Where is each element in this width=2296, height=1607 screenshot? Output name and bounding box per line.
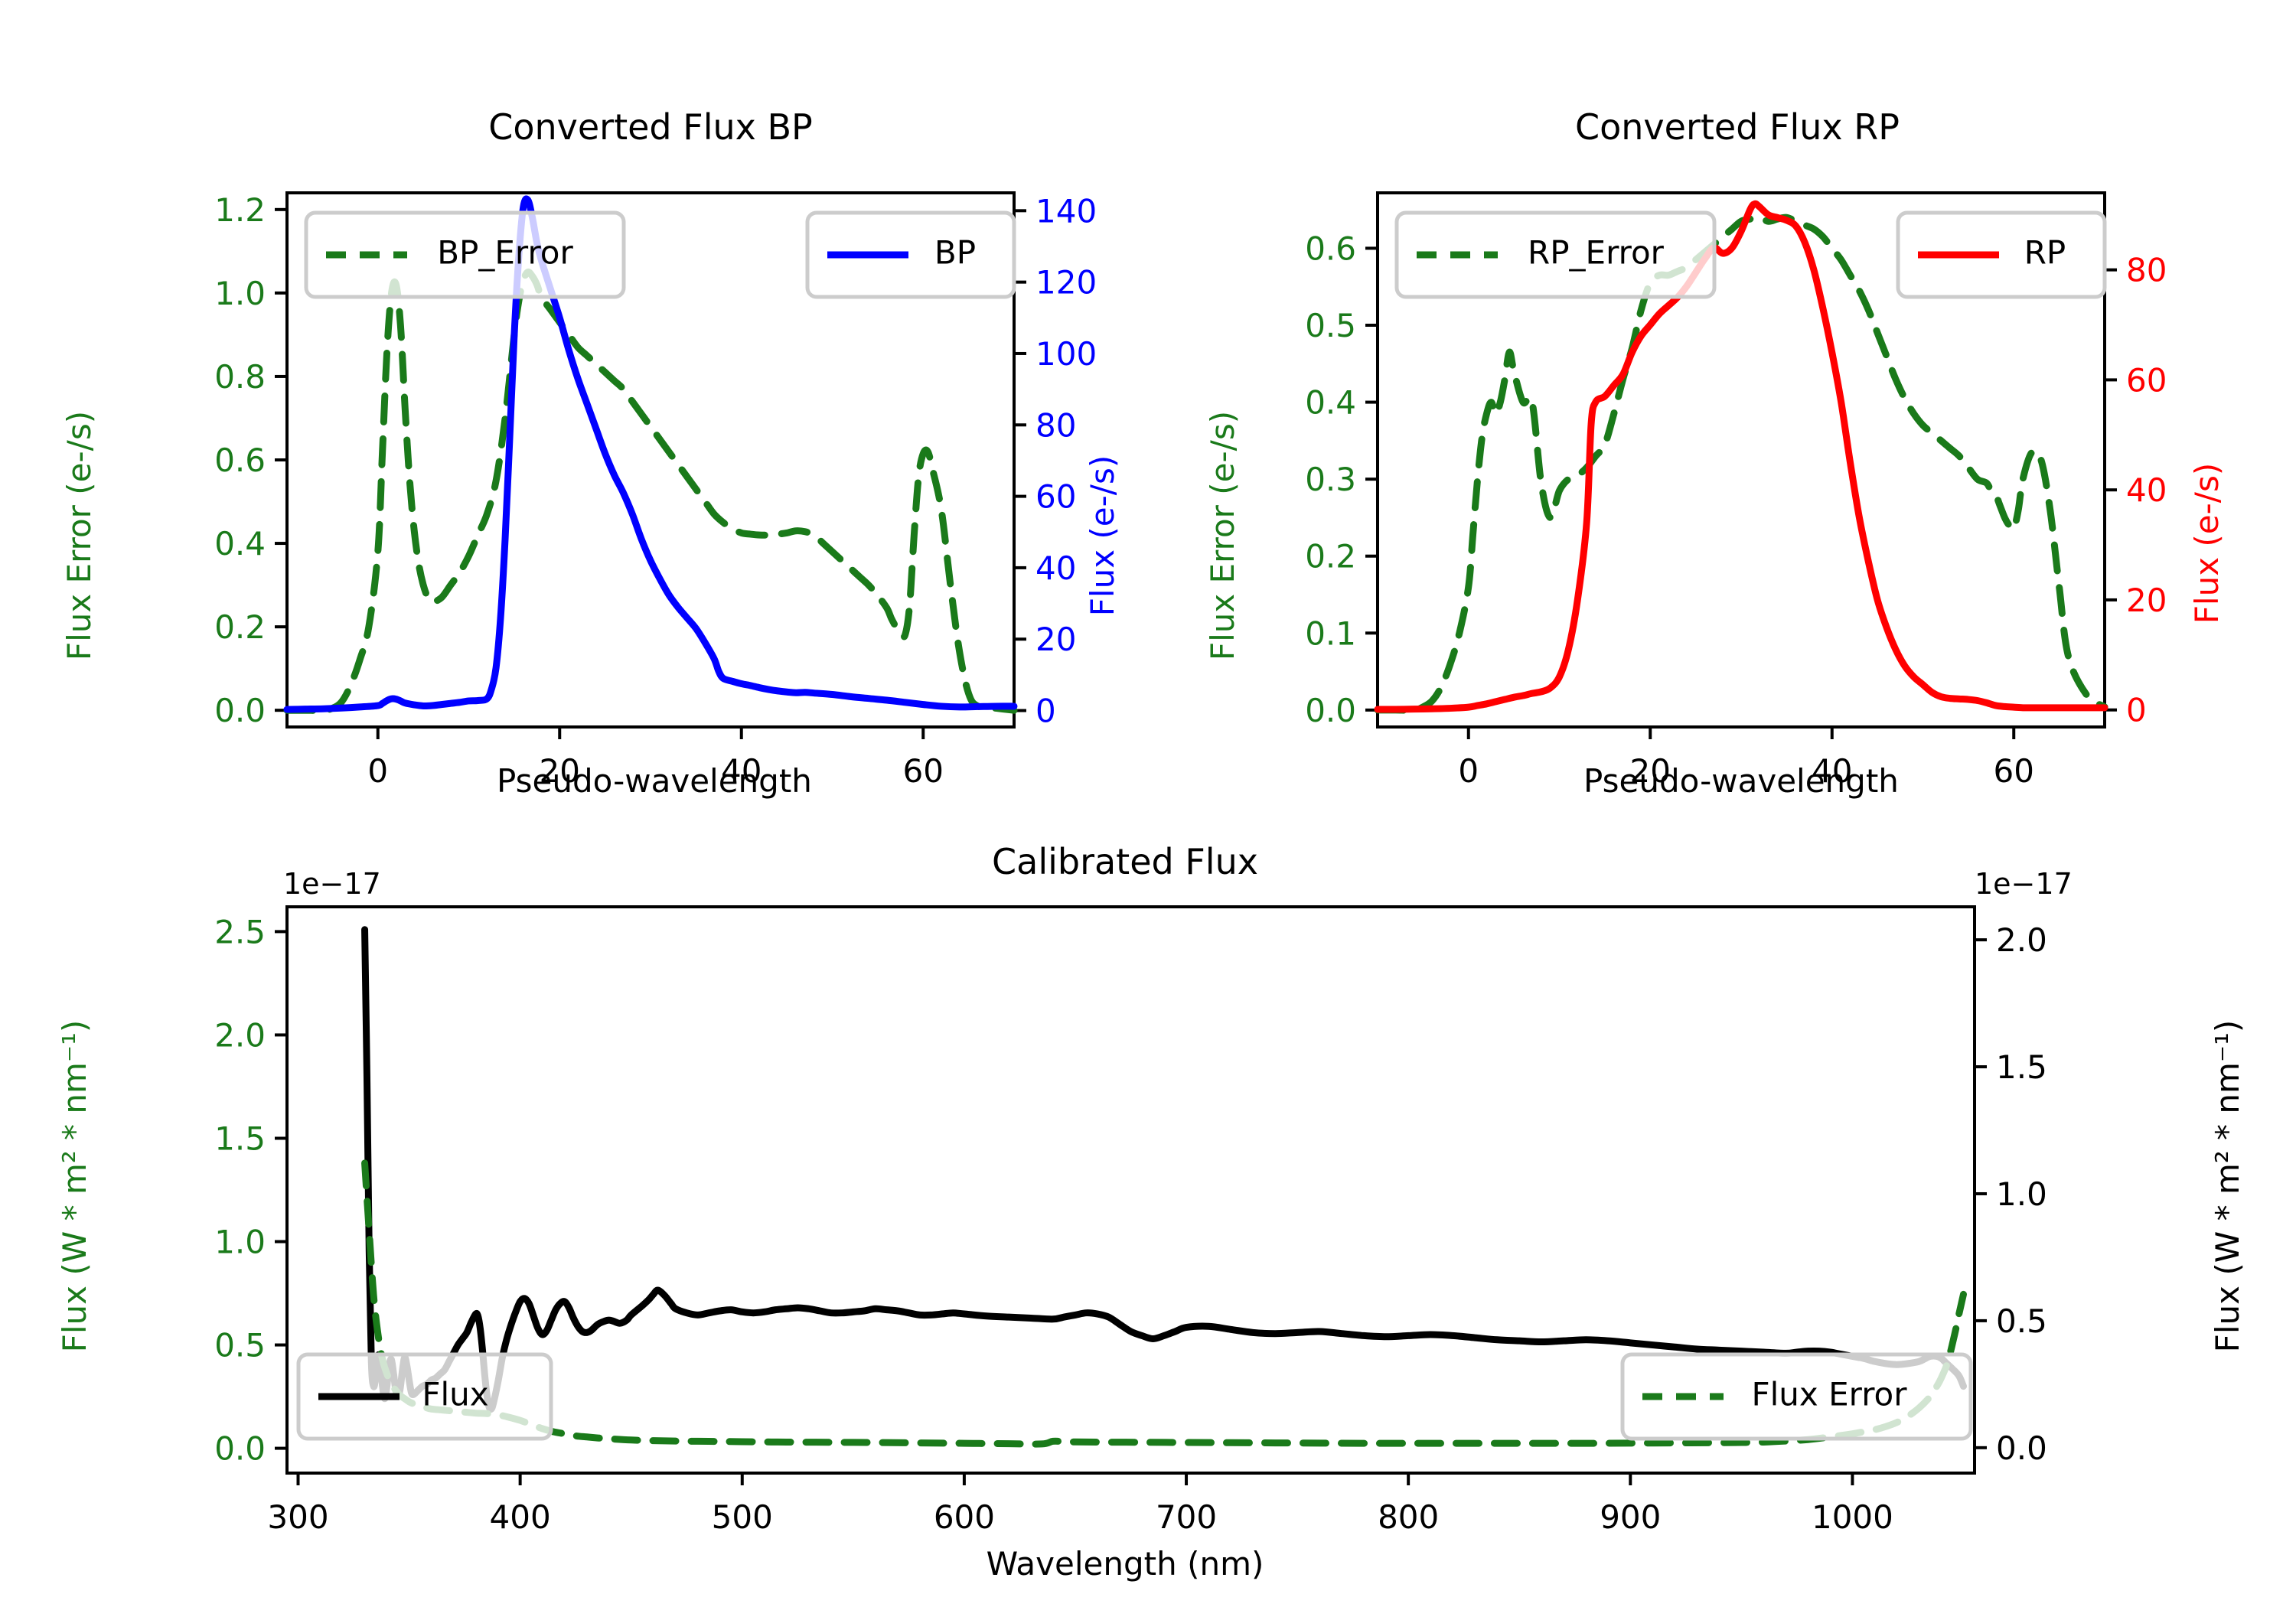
- y-tick-label-left: 0.8: [214, 358, 266, 396]
- panel-calibrated-flux: Calibrated Flux 1e−17 1e−17 300 400 500 600…: [0, 826, 2296, 1607]
- y-tick-label-left: 1.5: [214, 1120, 266, 1157]
- y-tick-label-left: 0.0: [214, 692, 266, 729]
- y-tick-label-right: 20: [2126, 582, 2167, 619]
- y-tick-label-right: 0.5: [1996, 1302, 2047, 1340]
- rp-ylabel-right: Flux (e-/s): [2188, 463, 2226, 624]
- legend-bp-error[interactable]: BP_Error: [304, 210, 626, 299]
- legend-flux[interactable]: Flux: [296, 1352, 553, 1441]
- x-tick-label: 300: [267, 1498, 328, 1536]
- legend-label: BP: [934, 234, 976, 272]
- x-tick-label: 700: [1156, 1498, 1217, 1536]
- bp-ylabel-right: Flux (e-/s): [1084, 455, 1121, 616]
- x-tick-label: 0: [1458, 752, 1479, 790]
- y-tick-label-left: 2.0: [214, 1016, 266, 1054]
- y-tick-label-right: 80: [1035, 406, 1076, 444]
- series-flux: [361, 926, 1967, 1413]
- rp-xlabel: Pseudo-wavelength: [1583, 762, 1899, 800]
- legend-label: RP: [2024, 234, 2066, 272]
- cal-offset-right: 1e−17: [1975, 867, 2073, 901]
- x-tick-label: 40: [721, 752, 762, 790]
- series-rp: [1374, 200, 2108, 713]
- y-tick-label-right: 0.0: [1996, 1429, 2047, 1467]
- y-tick-label-right: 0: [2126, 692, 2147, 729]
- y-tick-label-left: 1.0: [214, 1224, 266, 1261]
- y-tick-label-left: 1.2: [214, 191, 266, 229]
- y-tick-label-left: 0.4: [214, 525, 266, 562]
- x-tick-label: 40: [1812, 752, 1852, 790]
- x-tick-label: 20: [1630, 752, 1671, 790]
- bp-xlabel: Pseudo-wavelength: [497, 762, 812, 800]
- y-tick-label-right: 40: [1035, 549, 1076, 587]
- y-tick-label-right: 1.5: [1996, 1048, 2047, 1086]
- y-tick-label-left: 0.6: [214, 442, 266, 479]
- y-tick-label-left: 0.1: [1305, 614, 1356, 652]
- legend-label: BP_Error: [437, 234, 573, 272]
- y-tick-label-right: 60: [2126, 361, 2167, 399]
- x-tick-label: 600: [934, 1498, 995, 1536]
- y-tick-label-left: 2.5: [214, 913, 266, 950]
- y-tick-label-right: 120: [1035, 264, 1097, 302]
- y-tick-label-right: 140: [1035, 192, 1097, 230]
- legend-rp-error[interactable]: RP_Error: [1394, 210, 1717, 299]
- y-tick-label-right: 20: [1035, 621, 1076, 658]
- y-tick-label-left: 0.3: [1305, 461, 1356, 498]
- x-tick-label: 1000: [1812, 1498, 1893, 1536]
- series-bp: [283, 195, 1018, 713]
- x-tick-label: 500: [712, 1498, 773, 1536]
- y-tick-label-left: 0.6: [1305, 230, 1356, 267]
- x-tick-label: 0: [367, 752, 388, 790]
- y-tick-label-right: 1.0: [1996, 1175, 2047, 1213]
- cal-xlabel: Wavelength (nm): [987, 1545, 1264, 1583]
- y-tick-label-right: 40: [2126, 471, 2167, 509]
- x-tick-label: 900: [1600, 1498, 1661, 1536]
- y-tick-label-left: 0.2: [214, 608, 266, 646]
- legend-rp[interactable]: RP: [1896, 210, 2107, 299]
- x-tick-label: 60: [1994, 752, 2034, 790]
- y-tick-label-right: 80: [2126, 252, 2167, 289]
- panel-converted-flux-bp: Converted Flux BP 0 20 40 60 0.0 0.2 0.4 0.6 0.8…: [0, 92, 1148, 826]
- legend-label: RP_Error: [1528, 234, 1665, 272]
- bp-panel-title: Converted Flux BP: [488, 106, 813, 148]
- x-tick-label: 20: [540, 752, 580, 790]
- cal-ylabel-right: Flux (W * m² * nm⁻¹): [2209, 1020, 2246, 1353]
- y-tick-label-left: 0.0: [1305, 692, 1356, 729]
- x-tick-label: 800: [1378, 1498, 1439, 1536]
- y-tick-label-left: 0.0: [214, 1430, 266, 1468]
- legend-bp[interactable]: BP: [805, 210, 1016, 299]
- cal-offset-left: 1e−17: [283, 867, 381, 901]
- rp-panel-title: Converted Flux RP: [1575, 106, 1900, 148]
- y-tick-label-left: 1.0: [214, 275, 266, 312]
- y-tick-label-right: 100: [1035, 335, 1097, 373]
- y-tick-label-left: 0.2: [1305, 538, 1356, 575]
- rp-ylabel-left: Flux Error (e-/s): [1204, 411, 1241, 660]
- y-tick-label-left: 0.5: [214, 1327, 266, 1364]
- series-rp-error: [1374, 214, 2108, 714]
- y-tick-label-right: 0: [1035, 693, 1056, 730]
- series-bp-error: [283, 269, 1018, 714]
- cal-ylabel-left: Flux (W * m² * nm⁻¹): [56, 1020, 93, 1353]
- panel-converted-flux-rp: Converted Flux RP 0 20 40 60 0.0 0.1 0.2 0.3 0.4…: [1148, 92, 2296, 826]
- legend-label: Flux: [422, 1376, 488, 1413]
- legend-label: Flux Error: [1751, 1376, 1907, 1413]
- bp-ylabel-left: Flux Error (e-/s): [60, 411, 98, 660]
- y-tick-label-right: 2.0: [1996, 921, 2047, 959]
- x-tick-label: 400: [490, 1498, 551, 1536]
- y-tick-label-left: 0.4: [1305, 384, 1356, 422]
- y-tick-label-right: 60: [1035, 478, 1076, 516]
- x-tick-label: 60: [903, 752, 944, 790]
- y-tick-label-left: 0.5: [1305, 307, 1356, 344]
- legend-flux-error[interactable]: Flux Error: [1620, 1352, 1973, 1441]
- cal-panel-title: Calibrated Flux: [992, 841, 1258, 882]
